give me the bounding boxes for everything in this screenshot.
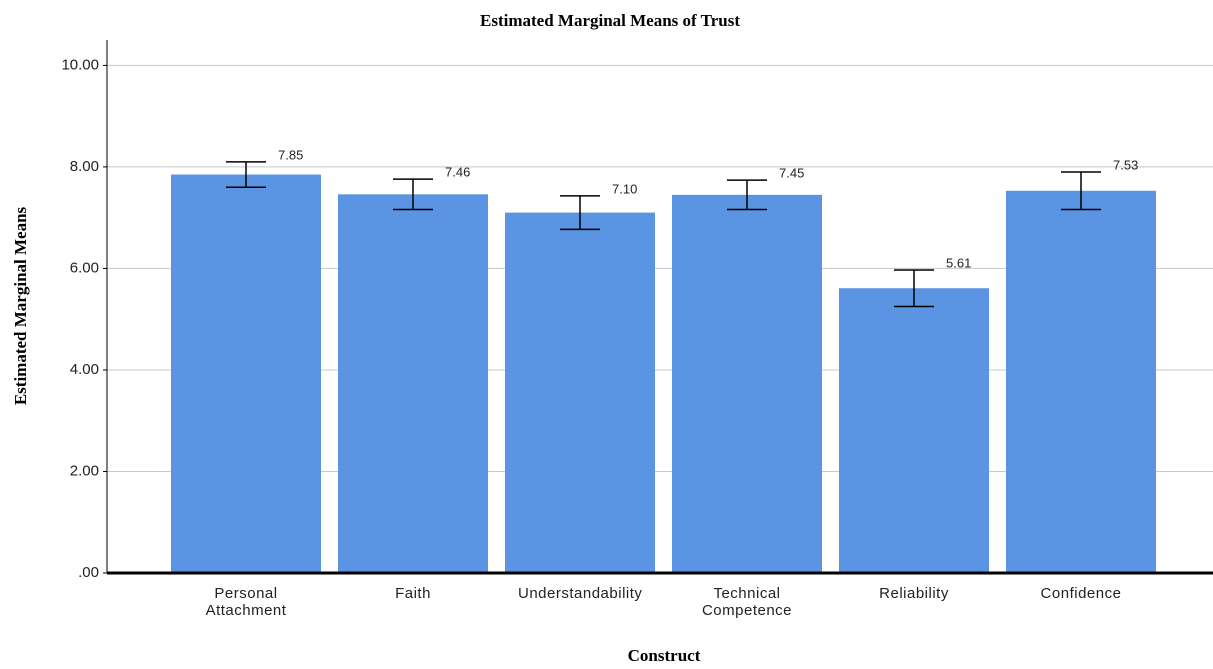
bar — [1006, 190, 1156, 573]
x-tick-label: Reliability — [879, 585, 949, 602]
bar — [171, 174, 321, 573]
x-axis-label: Construct — [628, 646, 701, 665]
x-tick-label: Confidence — [1040, 585, 1122, 602]
value-label: 7.46 — [445, 165, 470, 180]
y-tick-label: 4.00 — [70, 361, 99, 378]
value-label: 7.53 — [1113, 157, 1138, 172]
bar — [505, 212, 655, 574]
y-tick-label: .00 — [78, 564, 99, 581]
bar — [839, 288, 989, 573]
value-label: 7.45 — [779, 166, 804, 181]
y-tick-label: 6.00 — [70, 259, 99, 276]
value-label: 7.10 — [612, 181, 637, 196]
x-tick-label: Personal Attachment — [205, 585, 287, 619]
y-tick-label: 8.00 — [70, 158, 99, 175]
value-label: 7.85 — [278, 147, 303, 162]
y-axis-label: Estimated Marginal Means — [11, 206, 30, 405]
bar — [338, 194, 488, 573]
x-tick-label: Faith — [395, 585, 431, 602]
bar — [672, 194, 822, 574]
x-tick-label: Technical Competence — [701, 585, 793, 619]
y-tick-label: 10.00 — [61, 56, 99, 73]
value-label: 5.61 — [946, 255, 971, 270]
y-tick-label: 2.00 — [70, 462, 99, 479]
chart-title: Estimated Marginal Means of Trust — [480, 11, 740, 30]
x-tick-label: Understandability — [518, 585, 643, 602]
